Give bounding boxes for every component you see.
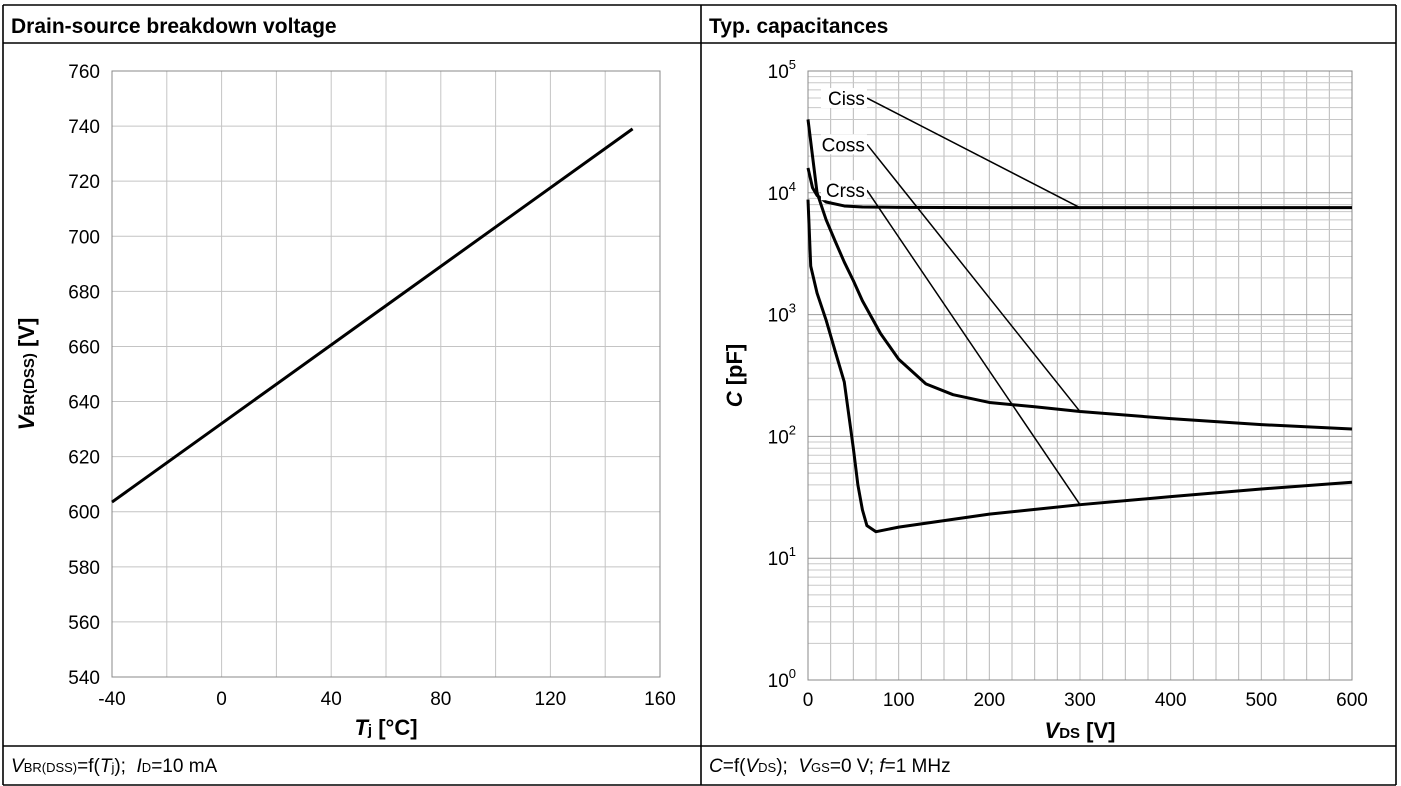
y-tick-label: 740 bbox=[68, 117, 100, 138]
cond-func-subscript: BR(DSS) bbox=[23, 760, 78, 775]
x-tick-label: 120 bbox=[535, 689, 567, 710]
leader-line-crss bbox=[866, 189, 1081, 506]
cond-arg-subscript: j bbox=[111, 760, 115, 775]
y-tick-label: 600 bbox=[68, 503, 100, 524]
series-label-bg bbox=[820, 180, 867, 201]
cond-func-eq: =f( bbox=[77, 756, 100, 777]
y-tick-label: 105 bbox=[768, 57, 796, 83]
cond-p1-subscript: GS bbox=[811, 760, 830, 775]
y-tick-label: 560 bbox=[68, 613, 100, 634]
cond-param-value: =10 mA bbox=[151, 756, 218, 777]
y-axis-label: C [pF] bbox=[722, 344, 747, 408]
cond-func-symbol: C bbox=[709, 756, 723, 777]
cond-func-symbol: V bbox=[11, 756, 24, 777]
y-tick-label: 720 bbox=[68, 172, 100, 193]
y-tick-label: 104 bbox=[768, 179, 796, 205]
x-tick-label: 100 bbox=[883, 690, 915, 711]
series-label-crss: Crss bbox=[826, 181, 865, 202]
leader-line-coss bbox=[866, 143, 1081, 413]
series-label-coss: Coss bbox=[822, 135, 865, 156]
breakdown-voltage-chart: 540 560 580 600 620 640 660 680 700 720 740 760 -40 0… bbox=[14, 62, 676, 740]
series-line-crss bbox=[806, 199, 1353, 534]
y-tick-label: 640 bbox=[68, 393, 100, 414]
cond-p2-value: =1 MHz bbox=[884, 756, 951, 777]
y-tick-label: 580 bbox=[68, 558, 100, 579]
cond-arg-symbol: V bbox=[745, 756, 759, 777]
x-tick-label: -40 bbox=[98, 689, 125, 710]
y-tick-label: 700 bbox=[68, 227, 100, 248]
condition-capacitance: C=f(VDS); VGS=0 V; f=1 MHz bbox=[709, 756, 951, 778]
cond-arg-close: ); bbox=[114, 756, 126, 777]
series-label-bg bbox=[820, 88, 867, 109]
y-axis-label: VBR(DSS) [V] bbox=[14, 318, 39, 431]
panel-title-capacitance: Typ. capacitances bbox=[709, 15, 889, 38]
y-tick-label: 620 bbox=[68, 448, 100, 469]
cond-p1-symbol: V bbox=[798, 756, 812, 777]
x-tick-label: 300 bbox=[1064, 690, 1096, 711]
x-tick-label: 500 bbox=[1245, 690, 1277, 711]
cond-p2-symbol: f bbox=[879, 756, 885, 777]
cond-arg-symbol: T bbox=[99, 756, 112, 777]
y-tick-label: 660 bbox=[68, 337, 100, 358]
cond-arg-subscript: DS bbox=[758, 760, 777, 775]
x-tick-label: 400 bbox=[1155, 690, 1187, 711]
series-line-coss bbox=[806, 119, 1353, 431]
y-tick-label: 540 bbox=[68, 668, 100, 689]
x-tick-label: 160 bbox=[644, 689, 676, 710]
y-tick-label: 102 bbox=[768, 422, 796, 448]
series-line bbox=[111, 127, 634, 504]
x-tick-label: 0 bbox=[216, 689, 227, 710]
cond-arg-close: ); bbox=[776, 756, 788, 777]
cond-func-eq: =f( bbox=[722, 756, 746, 777]
x-tick-label: 200 bbox=[973, 690, 1005, 711]
table-borders bbox=[2, 4, 1397, 786]
y-tick-label: 680 bbox=[68, 282, 100, 303]
cond-p1-value: =0 V; bbox=[829, 756, 875, 777]
y-tick-label: 101 bbox=[768, 544, 796, 570]
x-tick-label: 0 bbox=[803, 690, 814, 711]
plot-border bbox=[111, 70, 661, 678]
panel-title-breakdown: Drain-source breakdown voltage bbox=[11, 15, 337, 38]
cond-param-symbol: I bbox=[136, 756, 142, 777]
series-label-bg bbox=[820, 134, 867, 155]
x-axis-label: Tj [°C] bbox=[354, 715, 417, 740]
capacitance-chart: 100 101 102 103 104 105 0 100 200 300 400 500 600 Cis… bbox=[722, 57, 1368, 743]
x-tick-label: 80 bbox=[430, 689, 451, 710]
series-label-ciss: Ciss bbox=[828, 89, 865, 110]
y-tick-label: 760 bbox=[68, 62, 100, 83]
x-tick-label: 40 bbox=[321, 689, 342, 710]
plot-border bbox=[807, 70, 1353, 681]
x-tick-label: 600 bbox=[1336, 690, 1368, 711]
cond-param-subscript: D bbox=[141, 760, 152, 775]
x-axis-label: VDS [V] bbox=[1045, 718, 1116, 743]
y-tick-label: 103 bbox=[768, 301, 796, 327]
leader-line-ciss bbox=[866, 97, 1081, 209]
condition-breakdown: VBR(DSS)=f(Tj); ID=10 mA bbox=[11, 756, 217, 778]
y-tick-label: 100 bbox=[768, 666, 796, 692]
